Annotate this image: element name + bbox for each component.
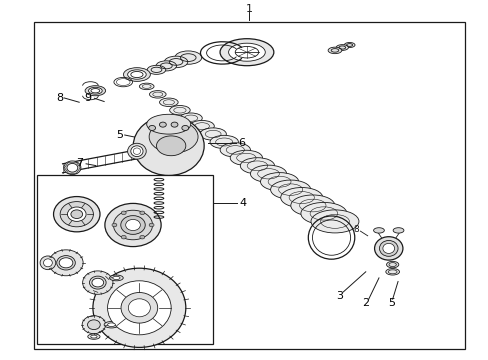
Ellipse shape (104, 203, 161, 247)
Ellipse shape (379, 240, 397, 256)
Ellipse shape (88, 87, 102, 94)
Ellipse shape (88, 334, 100, 339)
Ellipse shape (104, 321, 119, 328)
Circle shape (148, 125, 155, 130)
Text: 7: 7 (76, 158, 83, 168)
Ellipse shape (159, 98, 178, 107)
Text: 1: 1 (245, 4, 252, 14)
Ellipse shape (336, 45, 347, 50)
Circle shape (182, 125, 188, 130)
Ellipse shape (109, 275, 123, 281)
Ellipse shape (200, 128, 226, 140)
Text: 3: 3 (335, 291, 342, 301)
Ellipse shape (146, 114, 190, 134)
Ellipse shape (300, 202, 346, 225)
Ellipse shape (127, 143, 146, 159)
Ellipse shape (121, 292, 157, 323)
Ellipse shape (290, 195, 334, 216)
Ellipse shape (149, 121, 198, 153)
Ellipse shape (89, 276, 106, 289)
Text: 2: 2 (362, 298, 368, 308)
Ellipse shape (327, 47, 341, 54)
Circle shape (92, 278, 103, 287)
Ellipse shape (250, 165, 286, 183)
Text: 5: 5 (116, 130, 123, 140)
Ellipse shape (210, 135, 238, 149)
Text: 5: 5 (387, 298, 394, 308)
Ellipse shape (156, 136, 185, 156)
Ellipse shape (93, 268, 185, 347)
Ellipse shape (87, 320, 100, 330)
Ellipse shape (128, 299, 150, 317)
Ellipse shape (240, 158, 274, 174)
Ellipse shape (374, 237, 402, 260)
Ellipse shape (230, 150, 262, 166)
Circle shape (112, 223, 117, 227)
Ellipse shape (85, 86, 105, 96)
Circle shape (59, 258, 73, 268)
Ellipse shape (43, 259, 52, 267)
Text: 6: 6 (238, 138, 245, 148)
Ellipse shape (220, 143, 250, 157)
Ellipse shape (260, 172, 298, 191)
Ellipse shape (149, 91, 166, 98)
Ellipse shape (385, 269, 399, 275)
Ellipse shape (107, 281, 171, 335)
Ellipse shape (113, 210, 152, 240)
Ellipse shape (67, 207, 86, 221)
Ellipse shape (180, 113, 202, 123)
Circle shape (159, 122, 166, 127)
Text: 4: 4 (239, 198, 246, 208)
Text: 8: 8 (353, 225, 359, 234)
Ellipse shape (123, 68, 150, 81)
Ellipse shape (139, 83, 154, 90)
Ellipse shape (373, 228, 384, 233)
Ellipse shape (57, 256, 75, 270)
Ellipse shape (156, 61, 176, 71)
Bar (34, 22, 464, 349)
Ellipse shape (67, 163, 78, 172)
Ellipse shape (125, 220, 140, 231)
Circle shape (71, 210, 82, 219)
Circle shape (140, 211, 144, 215)
Ellipse shape (82, 316, 105, 334)
Ellipse shape (169, 105, 190, 115)
Bar (37, 175, 212, 344)
Ellipse shape (189, 121, 214, 132)
Ellipse shape (147, 66, 165, 75)
Ellipse shape (175, 51, 201, 64)
Circle shape (121, 211, 126, 215)
Ellipse shape (49, 250, 83, 276)
Ellipse shape (310, 210, 358, 233)
Circle shape (171, 122, 178, 127)
Ellipse shape (344, 42, 354, 48)
Ellipse shape (91, 335, 97, 338)
Circle shape (121, 235, 126, 239)
Text: 9: 9 (84, 93, 91, 103)
Ellipse shape (386, 261, 398, 268)
Ellipse shape (127, 70, 146, 79)
Ellipse shape (112, 276, 120, 280)
Ellipse shape (382, 243, 394, 253)
Ellipse shape (130, 146, 142, 157)
Text: 8: 8 (56, 93, 63, 103)
Ellipse shape (54, 197, 100, 232)
Ellipse shape (270, 180, 310, 199)
Ellipse shape (164, 56, 187, 68)
Circle shape (149, 223, 154, 227)
Ellipse shape (121, 216, 145, 234)
Ellipse shape (60, 202, 93, 227)
Ellipse shape (280, 188, 322, 208)
Ellipse shape (40, 256, 56, 270)
Ellipse shape (392, 228, 403, 233)
Circle shape (140, 235, 144, 239)
Ellipse shape (228, 43, 265, 61)
Ellipse shape (107, 323, 115, 327)
Ellipse shape (63, 161, 81, 175)
Ellipse shape (82, 271, 113, 294)
Ellipse shape (133, 116, 203, 176)
Ellipse shape (220, 39, 273, 66)
